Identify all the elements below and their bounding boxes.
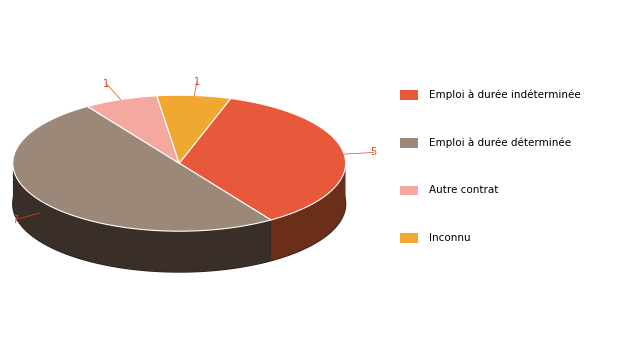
Bar <box>400 186 418 195</box>
Polygon shape <box>13 161 271 272</box>
Bar <box>400 138 418 148</box>
Polygon shape <box>13 136 346 272</box>
Text: 1: 1 <box>194 77 200 87</box>
Text: Inconnu: Inconnu <box>429 233 470 243</box>
Bar <box>400 90 418 100</box>
Polygon shape <box>179 99 346 220</box>
Text: Autre contrat: Autre contrat <box>429 185 498 195</box>
Text: 5: 5 <box>371 148 377 157</box>
Text: Emploi à durée déterminée: Emploi à durée déterminée <box>429 138 571 148</box>
Text: 1: 1 <box>103 79 109 89</box>
Polygon shape <box>13 106 271 231</box>
Bar <box>400 233 418 243</box>
Polygon shape <box>88 96 179 163</box>
Polygon shape <box>271 161 346 261</box>
Text: 7: 7 <box>12 215 19 225</box>
Text: Emploi à durée indéterminée: Emploi à durée indéterminée <box>429 90 580 100</box>
Polygon shape <box>157 95 230 163</box>
